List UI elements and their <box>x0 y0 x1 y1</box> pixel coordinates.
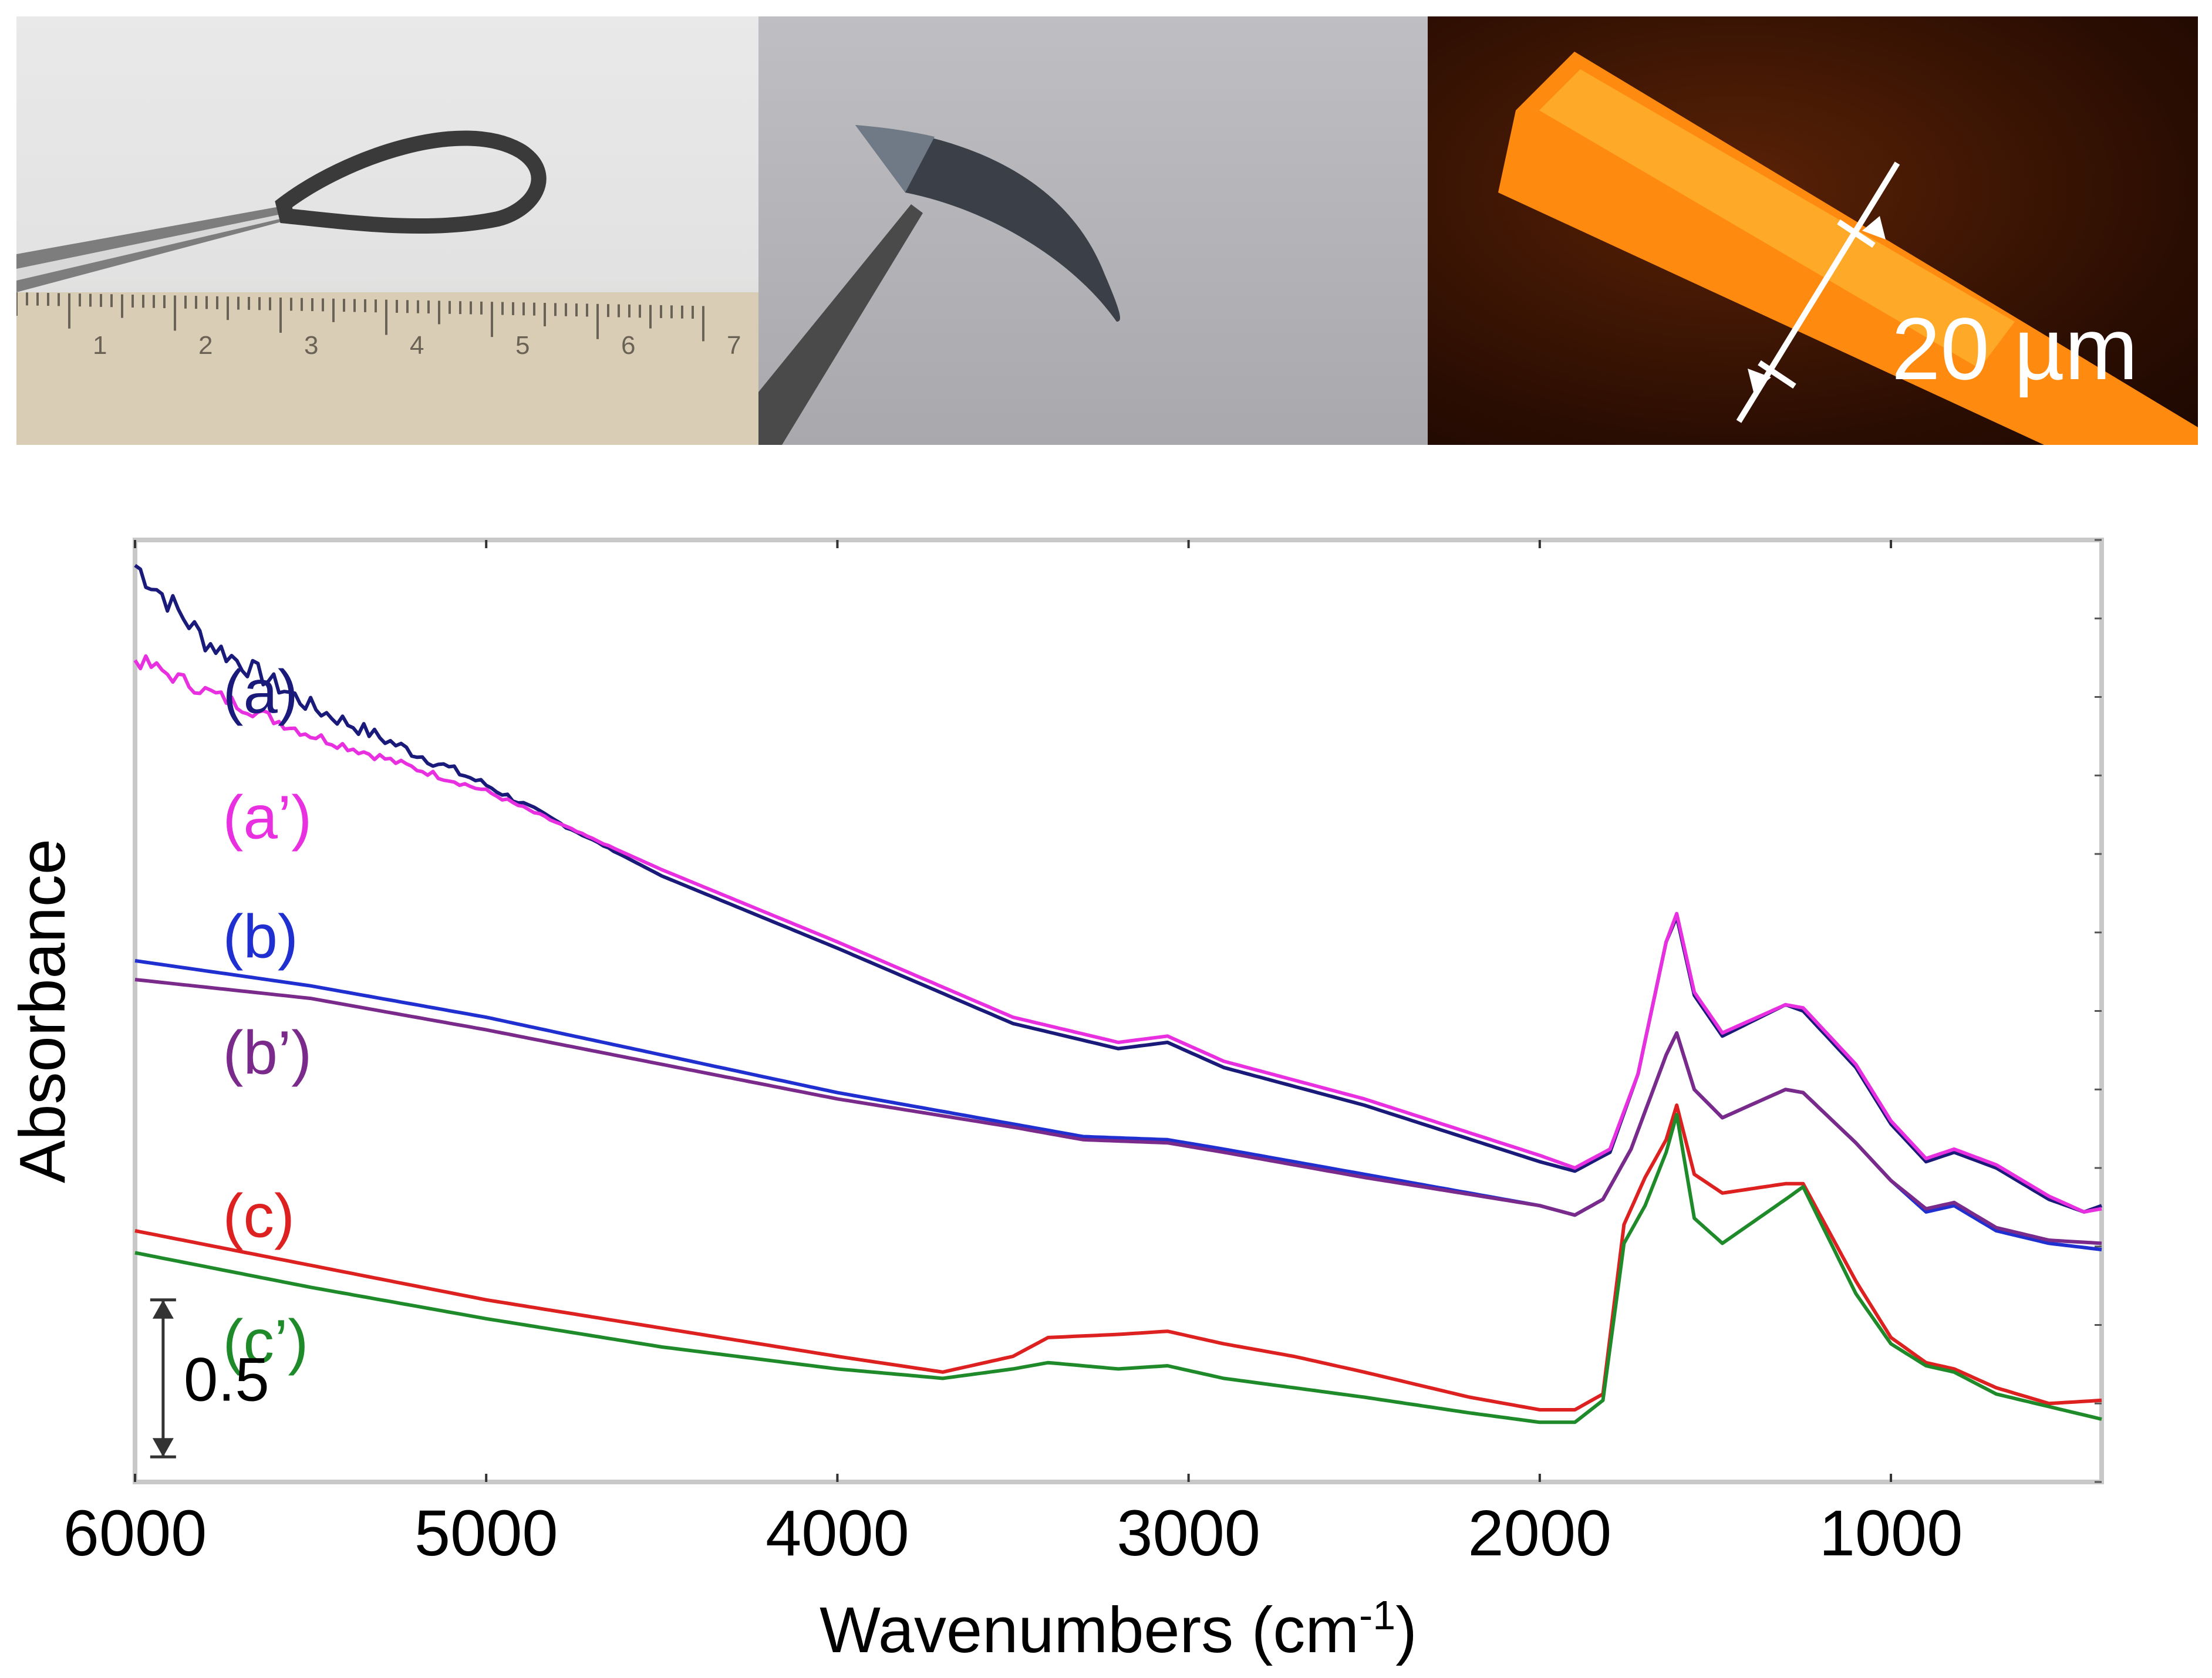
arrow-head-icon <box>1748 369 1771 392</box>
series-label-b: (b) <box>223 903 298 971</box>
series-line-a <box>134 563 2103 1214</box>
ruler-label: 5 <box>515 331 530 360</box>
ruler-label: 1 <box>93 331 107 360</box>
micrograph-thickness-photo: 20 µm <box>1428 16 2198 445</box>
series-line-c_prime <box>134 1113 2102 1424</box>
scale-bar-label: 0.5 <box>184 1345 269 1414</box>
arrow-up-icon <box>152 1299 174 1319</box>
scale-bar: 0.5 <box>150 1298 269 1458</box>
series-lines <box>133 563 2103 1424</box>
series-label-a_prime: (a’) <box>223 783 312 852</box>
series-line-c <box>134 1103 2102 1412</box>
x-tick-label: 1000 <box>1819 1497 1963 1569</box>
x-tick-label: 4000 <box>766 1497 909 1569</box>
ruler-label: 3 <box>304 331 318 360</box>
series-label-b_prime: (b’) <box>223 1019 312 1088</box>
series-label-a: (a) <box>223 657 298 726</box>
ruler-label: 6 <box>621 331 635 360</box>
axis-ticks: 6000 5000 4000 3000 2000 1000 <box>63 539 2102 1569</box>
bent-film-photo <box>758 16 1428 445</box>
x-tick-label: 6000 <box>63 1497 207 1569</box>
bent-film-illustration <box>758 125 1120 445</box>
tweezers <box>758 204 923 445</box>
x-tick-label: 2000 <box>1468 1497 1611 1569</box>
x-axis-label: Wavenumbers (cm-1) <box>820 1592 1417 1666</box>
series-label-c: (c) <box>223 1182 295 1251</box>
series-label-c_prime: (c’) <box>223 1308 309 1376</box>
ruler-ticks: 1 2 3 4 5 6 7 <box>16 292 741 360</box>
series-line-b_prime <box>134 978 2102 1245</box>
series-labels: (a) (a’) (b) (b’) (c) (c’) <box>223 657 312 1376</box>
arrow-head-icon <box>1862 216 1886 239</box>
ruler-label: 7 <box>727 331 741 360</box>
micrograph-illustration <box>1498 52 2198 445</box>
series-line-a_prime <box>133 654 2102 1214</box>
x-tick-label: 5000 <box>414 1497 558 1569</box>
scale-label: 20 µm <box>1891 299 2138 398</box>
y-axis-label: Absorbance <box>6 839 79 1183</box>
ir-spectrum-chart: 6000 5000 4000 3000 2000 1000 (a)(a’)(b)(b’)(… <box>6 538 2104 1666</box>
film-loop-illustration: 1 2 3 4 5 6 7 <box>16 130 758 445</box>
series-line-b <box>134 958 2102 1252</box>
arrow-down-icon <box>152 1438 174 1457</box>
flexible-film-loop-photo: 1 2 3 4 5 6 7 <box>16 16 758 445</box>
ruler-label: 4 <box>410 331 424 360</box>
x-tick-label: 3000 <box>1117 1497 1260 1569</box>
ruler-label: 2 <box>198 331 213 360</box>
film-loop <box>275 130 547 234</box>
bent-film <box>855 125 1120 322</box>
